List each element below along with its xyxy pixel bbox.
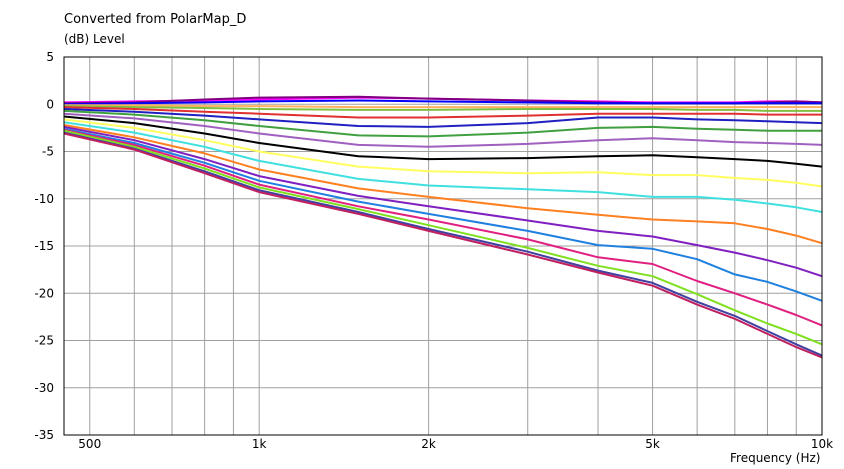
series-line-13 [63, 124, 823, 245]
y-tick-label: -20 [34, 286, 54, 300]
y-tick-label: -5 [42, 145, 54, 159]
x-tick-label: 500 [78, 437, 101, 451]
series-line-15 [63, 127, 823, 302]
x-tick-label: 2k [421, 437, 436, 451]
series-line-10 [63, 115, 823, 168]
series-line-5 [63, 105, 822, 112]
x-tick-label: 1k [252, 437, 267, 451]
y-tick-label: -25 [34, 334, 54, 348]
y-axis-label: (dB) Level [64, 32, 125, 46]
series-line-19 [63, 132, 823, 359]
series-line-7 [63, 108, 823, 128]
y-tick-label: -30 [34, 381, 54, 395]
series-line-8 [63, 109, 822, 138]
series-line-12 [63, 121, 823, 213]
y-tick-label: 0 [46, 97, 54, 111]
series-line-6 [63, 106, 822, 119]
series-line-9 [63, 112, 823, 148]
series-line-14 [63, 125, 823, 278]
x-axis-label: Frequency (Hz) [730, 451, 821, 465]
x-tick-label: 10k [811, 437, 833, 451]
plot-frame [63, 56, 823, 436]
y-tick-label: 5 [46, 50, 54, 64]
series-line-17 [63, 129, 823, 346]
series-line-16 [63, 128, 823, 327]
series-line-4 [64, 104, 822, 109]
series-lines [63, 95, 823, 359]
series-line-11 [63, 118, 823, 188]
y-tick-label: -35 [34, 428, 54, 442]
series-line-3 [63, 99, 822, 106]
series-line-18 [63, 131, 823, 357]
x-tick-label: 5k [645, 437, 660, 451]
tick-labels: 5 0 -5 -10 -15 -20 -25 -30 -35 500 1k 2k 5k 10k [34, 50, 833, 451]
y-tick-label: -15 [34, 239, 54, 253]
chart-title: Converted from PolarMap_D [64, 12, 247, 27]
y-tick-label: -10 [34, 192, 54, 206]
